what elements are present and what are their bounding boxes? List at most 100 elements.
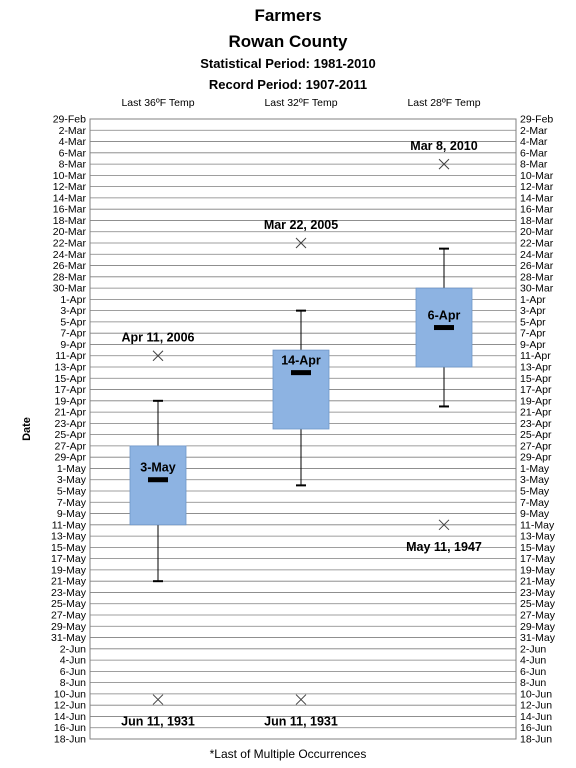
footnote: *Last of Multiple Occurrences bbox=[0, 747, 576, 761]
y-tick-label-right: 16-Jun bbox=[520, 722, 552, 734]
median-label: 3-May bbox=[140, 461, 175, 475]
record-label: Apr 11, 2006 bbox=[122, 331, 195, 345]
y-tick-label-right: 9-May bbox=[520, 508, 550, 520]
y-tick-label-right: 18-Jun bbox=[520, 734, 552, 746]
y-tick-label-left: 21-Apr bbox=[54, 407, 86, 419]
y-tick-label-left: 10-Jun bbox=[54, 688, 86, 700]
y-tick-label-right: 14-Jun bbox=[520, 711, 552, 723]
y-tick-label-left: 7-May bbox=[57, 497, 87, 509]
record-label: Jun 11, 1931 bbox=[121, 715, 195, 729]
y-tick-label-right: 25-Apr bbox=[520, 429, 552, 441]
y-tick-label-left: 11-Apr bbox=[55, 350, 86, 362]
y-tick-label-left: 13-Apr bbox=[54, 362, 86, 374]
category-label: Last 32ºF Temp bbox=[264, 97, 337, 109]
y-tick-label-left: 19-May bbox=[51, 564, 87, 576]
y-tick-label-left: 4-Jun bbox=[60, 655, 86, 667]
y-tick-label-right: 16-Mar bbox=[520, 204, 554, 216]
record-label: May 11, 1947 bbox=[406, 540, 482, 554]
median-label: 14-Apr bbox=[281, 354, 321, 368]
y-tick-label-right: 27-May bbox=[520, 610, 556, 622]
y-tick-label-left: 17-May bbox=[51, 553, 87, 565]
y-tick-label-right: 29-Apr bbox=[520, 452, 552, 464]
y-tick-label-right: 23-Apr bbox=[520, 418, 552, 430]
record-label: Jun 11, 1931 bbox=[264, 715, 338, 729]
y-tick-label-right: 7-Apr bbox=[520, 328, 546, 340]
y-tick-label-left: 2-Jun bbox=[60, 643, 86, 655]
y-tick-label-left: 25-May bbox=[51, 598, 87, 610]
y-tick-label-right: 6-Jun bbox=[520, 666, 546, 678]
record-label: Mar 8, 2010 bbox=[410, 139, 477, 153]
y-tick-label-left: 5-May bbox=[57, 486, 87, 498]
y-tick-label-left: 18-Mar bbox=[53, 215, 87, 227]
median-bar bbox=[148, 477, 168, 482]
iqr-box bbox=[130, 446, 186, 525]
y-tick-label-right: 15-May bbox=[520, 542, 556, 554]
y-tick-label-right: 5-May bbox=[520, 486, 550, 498]
y-tick-label-left: 3-May bbox=[57, 474, 87, 486]
y-tick-label-right: 28-Mar bbox=[520, 271, 554, 283]
y-tick-label-left: 17-Apr bbox=[54, 384, 86, 396]
y-tick-label-right: 17-Apr bbox=[520, 384, 552, 396]
y-tick-label-left: 18-Jun bbox=[54, 734, 86, 746]
y-tick-label-right: 9-Apr bbox=[520, 339, 546, 351]
y-tick-label-left: 1-May bbox=[57, 463, 87, 475]
y-tick-label-right: 29-May bbox=[520, 621, 556, 633]
y-tick-label-right: 26-Mar bbox=[520, 260, 554, 272]
y-tick-label-left: 9-May bbox=[57, 508, 87, 520]
y-tick-label-right: 18-Mar bbox=[520, 215, 554, 227]
y-tick-label-right: 22-Mar bbox=[520, 238, 554, 250]
median-label: 6-Apr bbox=[428, 309, 461, 323]
y-tick-label-left: 13-May bbox=[51, 531, 87, 543]
y-tick-label-left: 4-Mar bbox=[59, 136, 87, 148]
y-tick-label-right: 2-Jun bbox=[520, 643, 546, 655]
y-tick-label-left: 9-Apr bbox=[60, 339, 86, 351]
category-label: Last 36ºF Temp bbox=[121, 97, 194, 109]
y-tick-label-left: 23-Apr bbox=[54, 418, 86, 430]
y-tick-label-left: 16-Mar bbox=[53, 204, 87, 216]
y-tick-label-left: 2-Mar bbox=[59, 125, 87, 137]
y-tick-label-right: 7-May bbox=[520, 497, 550, 509]
y-tick-label-left: 24-Mar bbox=[53, 249, 87, 261]
y-tick-label-right: 14-Mar bbox=[520, 192, 554, 204]
y-tick-label-left: 26-Mar bbox=[53, 260, 87, 272]
y-tick-label-left: 30-Mar bbox=[53, 283, 87, 295]
y-tick-label-left: 20-Mar bbox=[53, 226, 87, 238]
y-tick-label-right: 25-May bbox=[520, 598, 556, 610]
y-tick-label-left: 11-May bbox=[52, 519, 87, 531]
y-tick-label-left: 10-Mar bbox=[53, 170, 87, 182]
y-tick-label-left: 28-Mar bbox=[53, 271, 87, 283]
y-tick-label-right: 10-Jun bbox=[520, 688, 552, 700]
y-tick-label-right: 13-Apr bbox=[520, 362, 552, 374]
y-tick-label-right: 12-Mar bbox=[520, 181, 554, 193]
y-tick-label-left: 14-Mar bbox=[53, 192, 87, 204]
y-tick-label-right: 6-Mar bbox=[520, 147, 548, 159]
y-tick-label-right: 12-Jun bbox=[520, 700, 552, 712]
y-tick-label-left: 12-Jun bbox=[54, 700, 86, 712]
y-tick-label-left: 29-Feb bbox=[53, 114, 86, 126]
y-tick-label-right: 30-Mar bbox=[520, 283, 554, 295]
y-tick-label-left: 8-Mar bbox=[59, 159, 87, 171]
y-tick-label-right: 31-May bbox=[520, 632, 556, 644]
y-tick-label-left: 14-Jun bbox=[54, 711, 86, 723]
y-tick-label-left: 21-May bbox=[51, 576, 87, 588]
y-tick-label-right: 19-Apr bbox=[520, 395, 552, 407]
y-tick-label-right: 11-Apr bbox=[520, 350, 551, 362]
y-tick-label-right: 24-Mar bbox=[520, 249, 554, 261]
y-tick-label-left: 29-May bbox=[51, 621, 87, 633]
y-tick-label-left: 19-Apr bbox=[54, 395, 86, 407]
y-tick-label-right: 21-Apr bbox=[520, 407, 552, 419]
y-tick-label-right: 10-Mar bbox=[520, 170, 554, 182]
median-bar bbox=[434, 325, 454, 330]
y-tick-label-right: 1-Apr bbox=[520, 294, 546, 306]
y-tick-label-left: 12-Mar bbox=[53, 181, 87, 193]
y-tick-label-left: 8-Jun bbox=[60, 677, 86, 689]
y-tick-label-right: 27-Apr bbox=[520, 440, 552, 452]
y-axis-label: Date bbox=[21, 417, 33, 441]
y-tick-label-left: 16-Jun bbox=[54, 722, 86, 734]
y-tick-label-left: 5-Apr bbox=[60, 316, 86, 328]
y-tick-label-right: 5-Apr bbox=[520, 316, 546, 328]
record-marker bbox=[153, 695, 163, 705]
category-label: Last 28ºF Temp bbox=[407, 97, 480, 109]
y-tick-label-left: 22-Mar bbox=[53, 238, 87, 250]
